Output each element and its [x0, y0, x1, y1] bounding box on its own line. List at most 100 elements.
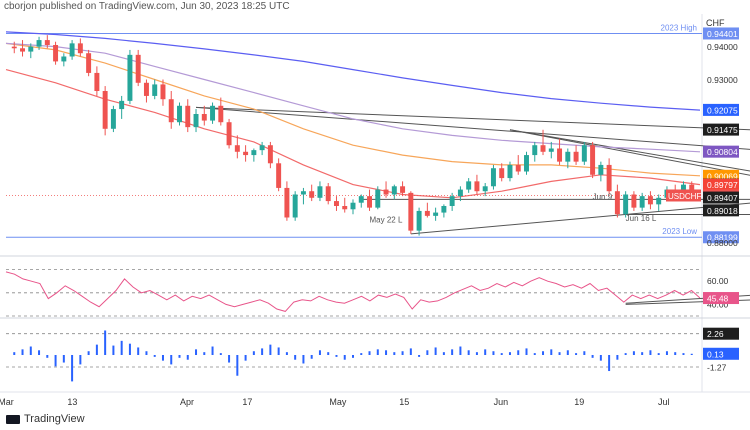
candle-body: [276, 163, 282, 188]
candle-body: [300, 191, 306, 195]
candle-body: [424, 210, 430, 216]
macd-bar: [690, 353, 693, 355]
macd-bar: [128, 343, 131, 355]
trendline-1: [195, 106, 750, 150]
candle-body: [267, 145, 273, 164]
candle-body: [185, 105, 191, 128]
macd-bar: [360, 353, 363, 355]
candle-body: [177, 105, 182, 123]
time-tick: 17: [242, 397, 252, 407]
candle-body: [457, 189, 463, 197]
rsi-tick: 60.00: [707, 276, 729, 286]
price-tag-bg: [703, 103, 739, 116]
macd-bar: [195, 349, 198, 355]
time-tick: May: [329, 397, 347, 407]
price-tag-bg: [703, 178, 739, 191]
candle-body: [53, 45, 59, 62]
candle-body: [433, 212, 439, 216]
macd-bar: [566, 350, 569, 355]
macd-bar: [393, 352, 396, 355]
macd-bar: [451, 349, 454, 355]
candle-body: [201, 114, 207, 121]
macd-bar: [112, 345, 115, 355]
macd-bar: [13, 352, 16, 355]
macd-bar: [401, 351, 404, 355]
candle-body: [639, 196, 645, 208]
candle-body: [590, 145, 596, 175]
price-tag-bg: [703, 231, 739, 244]
macd-bar: [475, 352, 478, 355]
candle-body: [86, 53, 92, 73]
candle-body: [135, 54, 141, 83]
candle-body: [160, 84, 166, 100]
candle-body: [606, 164, 612, 192]
macd-bar: [459, 346, 462, 355]
price-label-bottom: 0.88000: [707, 238, 738, 248]
macd-bar: [302, 355, 305, 364]
candle-body: [77, 43, 83, 54]
time-tick: 19: [574, 397, 584, 407]
macd-tag-bg: [703, 327, 739, 340]
price-label: 0.88199: [707, 233, 738, 243]
price-label: 0.91475: [707, 125, 738, 135]
tradingview-logo[interactable]: TradingView: [6, 413, 85, 425]
macd-bar: [310, 355, 313, 359]
time-tick: Apr: [180, 397, 194, 407]
macd-bar: [203, 352, 206, 355]
candle-body: [210, 105, 216, 121]
macd-bar: [368, 351, 371, 355]
candle-body: [119, 100, 125, 110]
tv-logo-text: TradingView: [24, 413, 85, 425]
macd-bar: [211, 346, 214, 355]
candle-body: [482, 186, 488, 192]
macd-bar: [38, 350, 41, 355]
macd-bar: [79, 355, 82, 365]
macd-bar: [137, 347, 140, 355]
candle-body: [69, 43, 75, 57]
time-tick: 15: [399, 397, 409, 407]
macd-bar: [608, 355, 611, 372]
candle-body: [548, 148, 554, 152]
candle-body: [623, 194, 629, 215]
candle-body: [515, 164, 521, 172]
candle-body: [143, 82, 149, 96]
price-label: 0.94401: [707, 29, 738, 39]
macd-bar: [269, 344, 272, 355]
candle-body: [532, 145, 538, 156]
macd-bar: [624, 353, 627, 355]
candle-body: [259, 145, 265, 151]
price-label: 0.92075: [707, 105, 738, 115]
rsi-line: [5, 271, 701, 312]
macd-bar: [558, 352, 561, 355]
macd-bar: [665, 351, 668, 355]
publisher-caption: cborjon published on TradingView.com, Ju…: [4, 1, 290, 12]
macd-bar: [335, 355, 338, 357]
macd-bar: [285, 352, 288, 355]
candle-body: [490, 168, 496, 187]
macd-bar: [467, 350, 470, 355]
macd-bar: [46, 355, 49, 358]
candle-body: [441, 206, 447, 213]
macd-bar: [500, 353, 503, 355]
candle-body: [350, 202, 356, 210]
hline-label-0: 2023 High: [661, 23, 697, 32]
macd-bar: [54, 355, 57, 367]
candle-body: [284, 187, 290, 218]
macd-bar: [261, 348, 264, 355]
time-tick: Mar: [0, 397, 14, 407]
macd-bar: [252, 351, 255, 355]
candle-body: [333, 201, 339, 206]
candle-body: [358, 196, 364, 203]
macd-bar: [599, 355, 602, 361]
macd-bar: [682, 353, 685, 355]
macd-bar: [219, 353, 222, 355]
candle-body: [11, 46, 17, 49]
price-tag-bg: [703, 27, 739, 40]
macd-bar: [244, 355, 247, 361]
macd-bar: [385, 350, 388, 355]
macd-bar: [294, 355, 297, 360]
candle-body: [524, 155, 529, 172]
candle-body: [342, 206, 348, 210]
